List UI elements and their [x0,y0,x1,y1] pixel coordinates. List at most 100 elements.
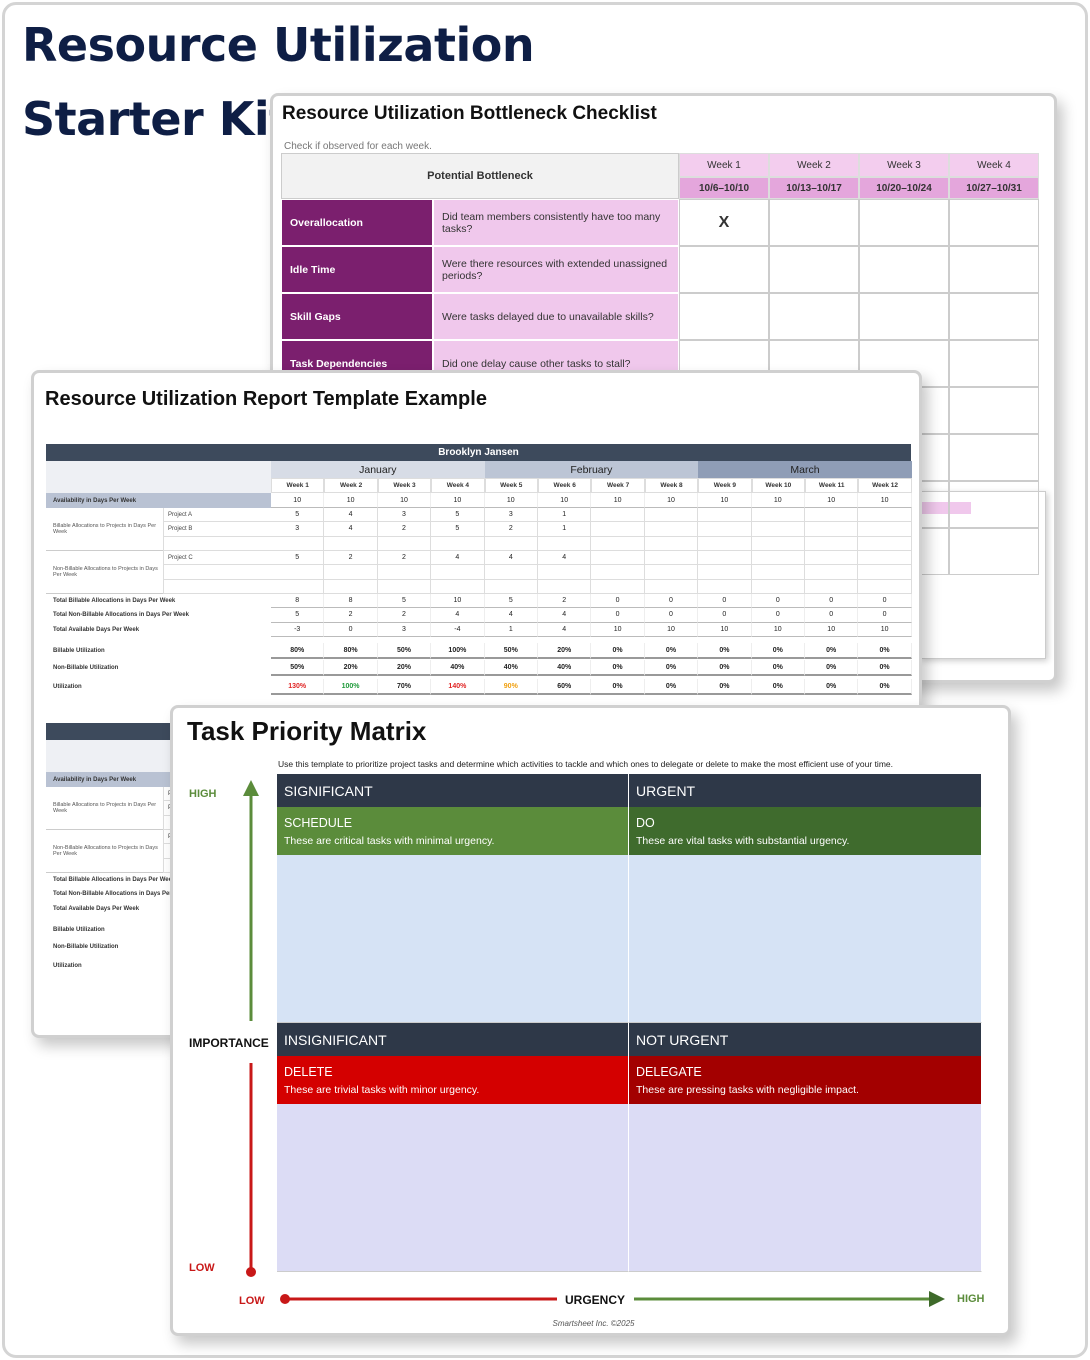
value-cell: 10 [751,622,805,637]
checklist-title: Resource Utilization Bottleneck Checklis… [282,103,657,124]
mini-header [921,502,971,514]
value-cell: 80% [324,643,378,659]
value-cell [805,522,859,537]
value-cell [751,579,805,594]
value-cell [591,536,645,551]
value-cell: 0% [644,643,699,659]
value-cell: 0 [591,594,645,609]
month-blank [46,461,271,493]
value-cell: 0% [858,660,912,676]
check-cell [679,293,769,340]
check-cell [949,481,1039,528]
row-label: Billable Utilization [53,648,105,654]
row-label: Utilization [53,963,82,969]
value-cell: 3 [271,522,325,537]
value-cell: 2 [377,608,432,623]
row-label: Total Billable Allocations in Days Per W… [53,877,176,884]
project-name: Project C [163,551,271,566]
value-cell [858,522,912,537]
value-cell [538,536,592,551]
value-cell: 4 [538,622,592,637]
value-cell [431,565,485,580]
value-cell: 0% [751,679,805,695]
value-cell: 0% [858,643,912,659]
row-label: Utilization [53,684,82,690]
value-cell [858,565,912,580]
project-name [163,565,271,580]
value-cell [431,579,485,594]
value-cell [644,579,699,594]
value-cell [591,551,645,566]
week-header: Week 12 [858,478,912,493]
value-cell: 2 [484,522,538,537]
quadrant-title: DELEGATE [636,1064,702,1079]
value-cell [858,551,912,566]
value-cell [805,536,859,551]
value-cell [271,565,325,580]
value-cell [591,508,645,523]
value-cell: 100% [324,679,378,695]
check-cell [859,199,949,246]
value-cell: 0% [644,660,699,676]
value-cell: 0% [751,660,805,676]
check-cell [949,434,1039,481]
value-cell: 0 [644,608,699,623]
value-cell [431,536,485,551]
value-cell [591,579,645,594]
row-label: Total Billable Allocations in Days Per W… [53,598,176,605]
value-cell [858,508,912,523]
value-cell: 0 [591,608,645,623]
check-cell [949,340,1039,387]
group-label: Non-Billable Allocations to Projects in … [46,830,163,873]
value-cell [377,565,432,580]
section-header: INSIGNIFICANT [277,1023,629,1056]
value-cell: 10 [698,493,752,508]
value-cell: 10 [858,493,912,508]
value-cell: 4 [431,608,485,623]
axis-label: IMPORTANCE [189,1036,269,1050]
value-cell [644,536,699,551]
quadrant-body [629,1104,982,1272]
quadrant-text: These are vital tasks with substantial u… [636,834,850,847]
row-question: Were there resources with extended unass… [433,246,679,293]
value-cell: 4 [538,551,592,566]
value-cell: 60% [538,679,592,695]
value-cell: 4 [538,608,592,623]
week-header: Week 10 [751,478,805,493]
value-cell [698,508,752,523]
value-cell [484,565,538,580]
matrix-card: Task Priority Matrix Use this template t… [170,705,1011,1336]
value-cell [698,579,752,594]
value-cell: 40% [431,660,485,676]
value-cell [805,551,859,566]
value-cell [538,579,592,594]
check-cell [949,199,1039,246]
row-label: Idle Time [281,246,433,293]
value-cell [644,565,699,580]
value-cell: 0 [751,594,805,609]
check-cell [949,246,1039,293]
value-cell: 0% [644,679,699,695]
quadrant-text: These are critical tasks with minimal ur… [284,834,495,847]
value-cell: 5 [431,508,485,523]
value-cell [324,579,378,594]
axis-label: LOW [239,1295,265,1307]
value-cell: 8 [324,594,378,609]
week-header: Week 3 [859,153,949,177]
quadrant-text: These are trivial tasks with minor urgen… [284,1083,480,1096]
value-cell: 10 [805,622,859,637]
week-header: Week 8 [644,478,699,493]
week-header: Week 2 [769,153,859,177]
value-cell: 4 [324,522,378,537]
project-name [163,536,271,551]
value-cell: 1 [538,522,592,537]
month-header: January [271,461,485,478]
quadrant-body [277,1104,629,1272]
value-cell: 0% [698,643,752,659]
value-cell [751,565,805,580]
matrix-description: Use this template to prioritize project … [278,759,893,769]
section-header: SIGNIFICANT [277,774,629,807]
value-cell: 10 [377,493,432,508]
week-header: Week 9 [698,478,752,493]
